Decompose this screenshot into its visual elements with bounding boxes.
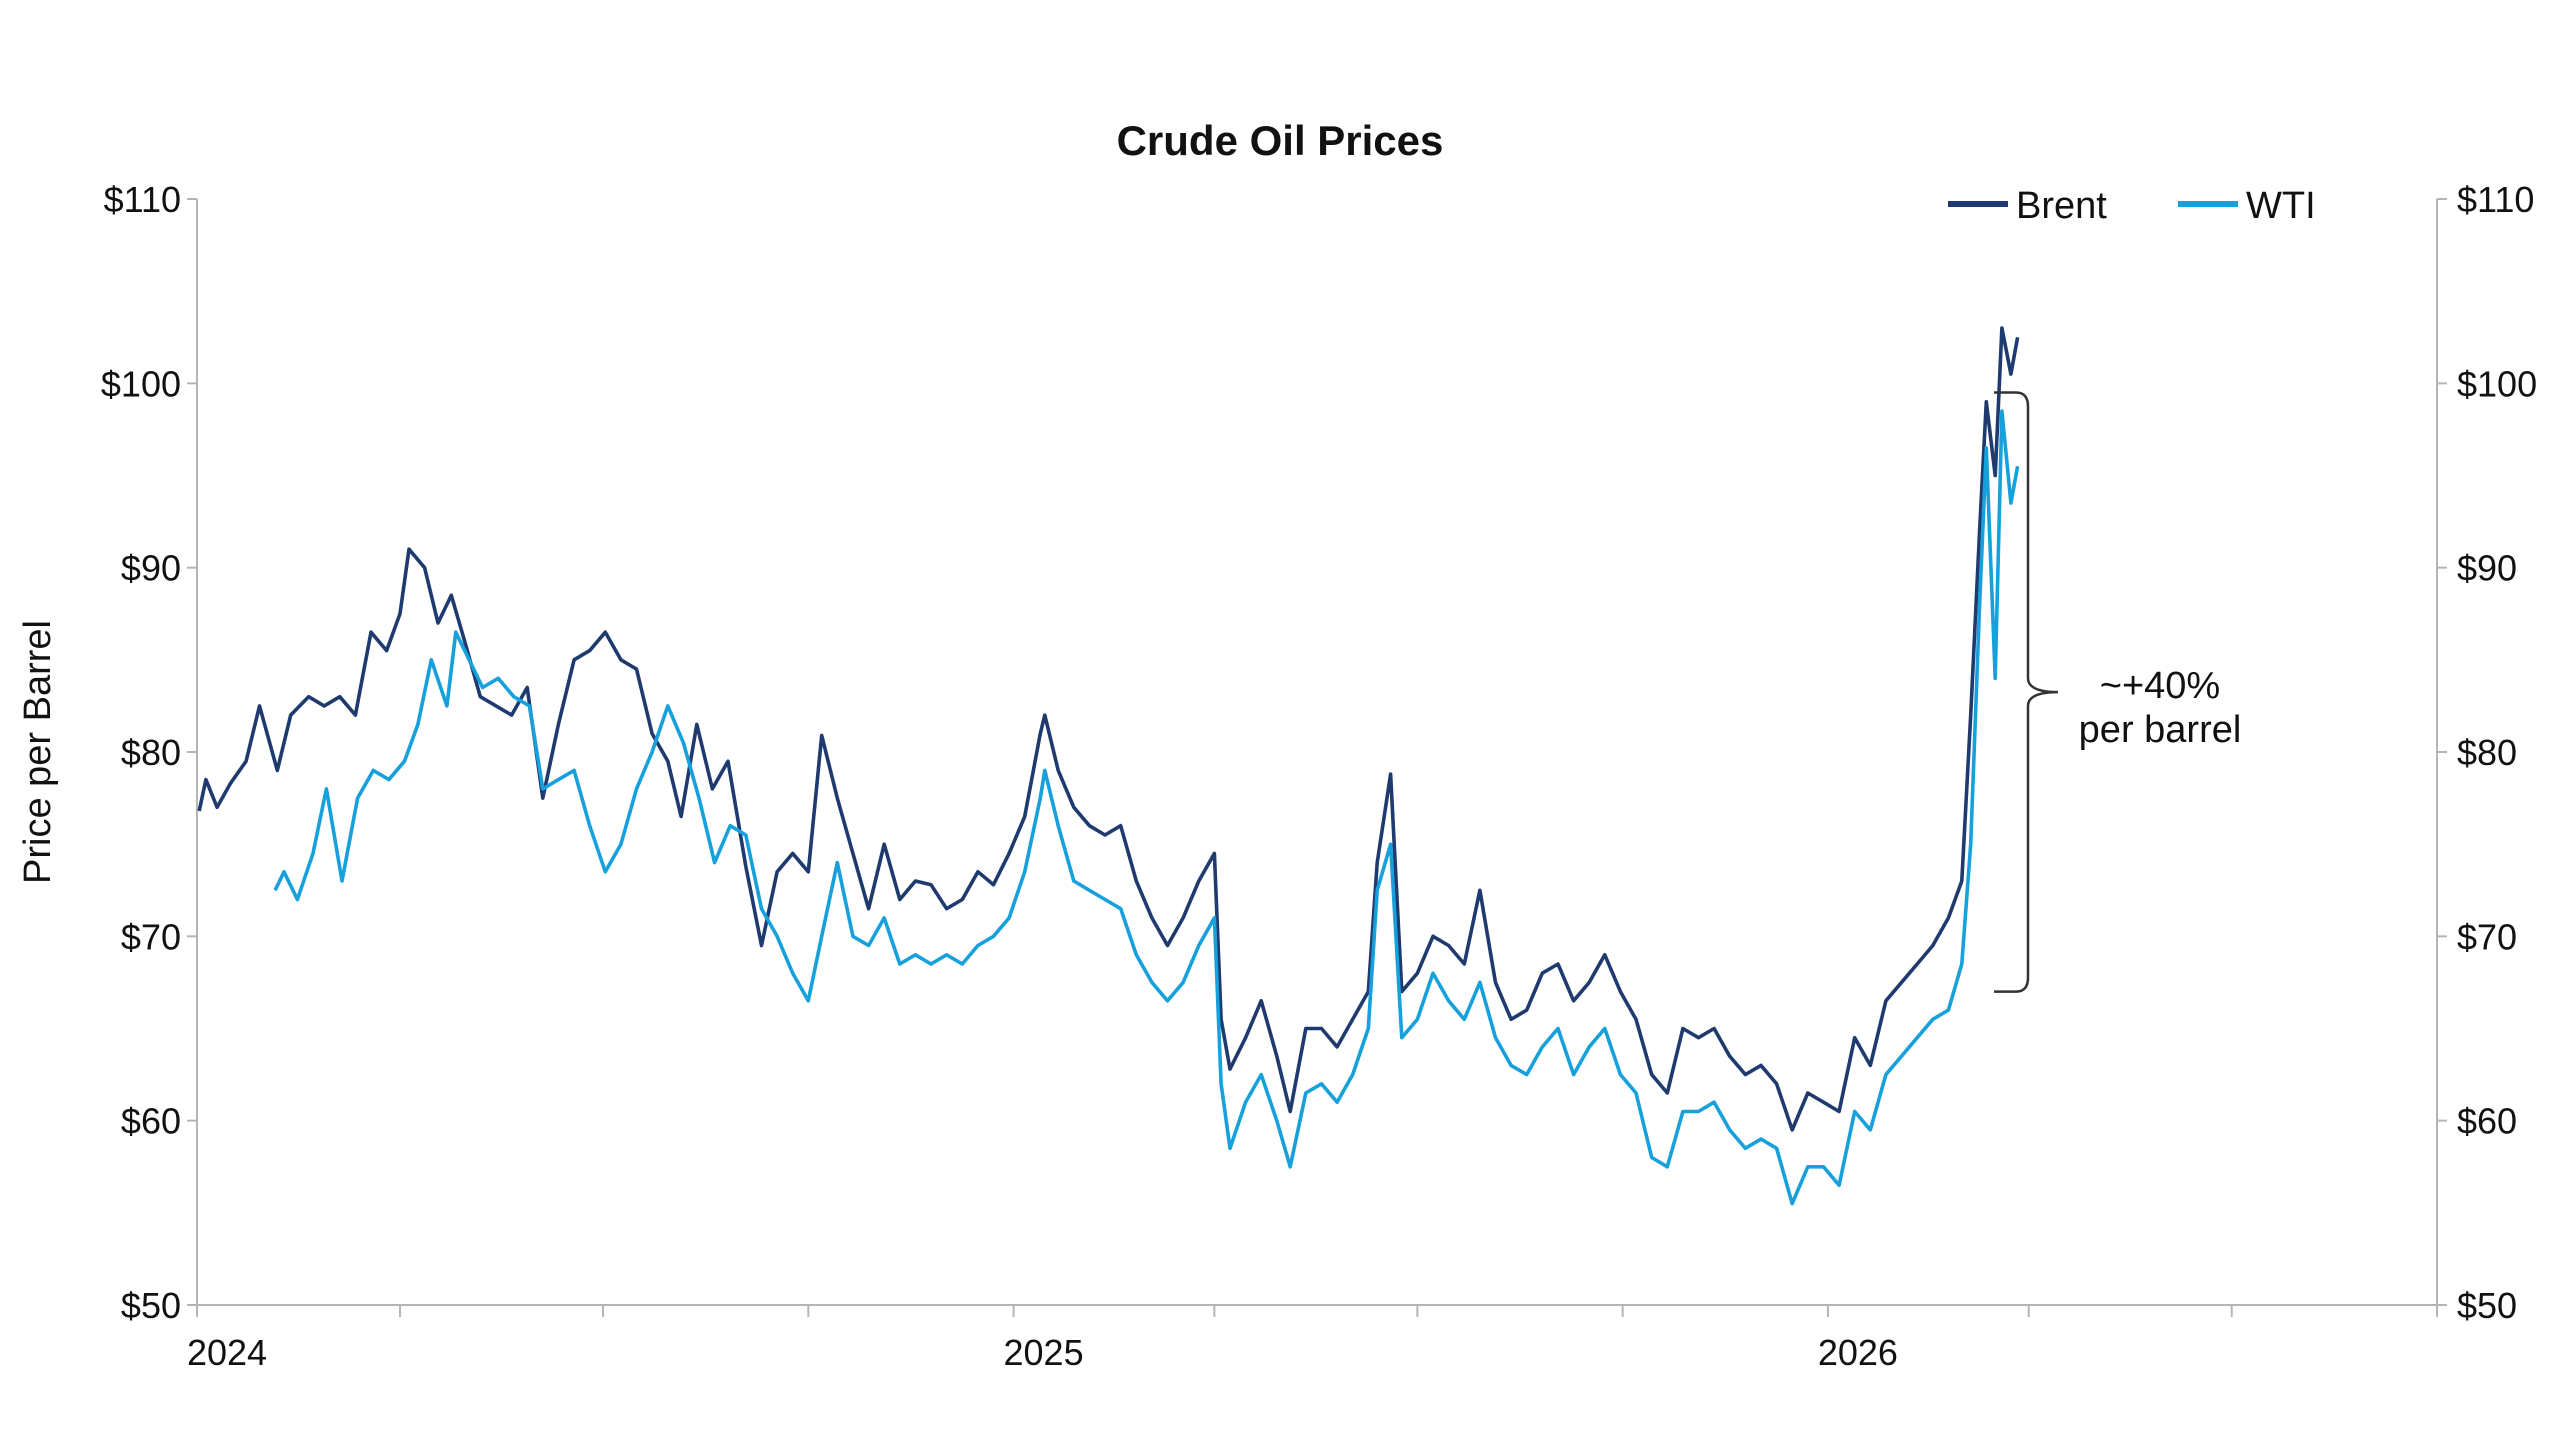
x-tick-label: 2024 xyxy=(187,1332,267,1373)
y-tick-label-left: $60 xyxy=(121,1101,181,1142)
y-tick-label-right: $80 xyxy=(2457,732,2517,773)
y-tick-label-left: $100 xyxy=(101,363,181,404)
y-axis-title: Price per Barrel xyxy=(17,620,59,884)
y-tick-label-left: $50 xyxy=(121,1285,181,1326)
legend-brent-label: Brent xyxy=(2016,185,2107,227)
chart-title: Crude Oil Prices xyxy=(1117,117,1444,164)
x-tick-label: 2025 xyxy=(1004,1332,1084,1373)
y-tick-label-right: $60 xyxy=(2457,1101,2517,1142)
series-line-brent xyxy=(197,326,2020,1132)
y-tick-label-left: $110 xyxy=(104,179,181,220)
y-tick-label-left: $70 xyxy=(121,916,181,957)
y-tick-label-right: $90 xyxy=(2457,548,2517,589)
y-tick-label-left: $80 xyxy=(121,732,181,773)
legend-wti-label: WTI xyxy=(2246,185,2316,227)
y-tick-label-right: $70 xyxy=(2457,916,2517,957)
axes-group: $50 $50 $60 $60 $70 $70 $80 $80 $90 $90 $100 $100 $1… xyxy=(17,179,2537,1373)
y-tick-label-right: $110 xyxy=(2457,179,2534,220)
annotation-brace xyxy=(1994,391,2059,993)
annotation-text-line2: per barrel xyxy=(2079,709,2242,751)
annotation: ~+40% per barrel xyxy=(1994,391,2242,993)
y-tick-label-right: $100 xyxy=(2457,363,2537,404)
legend: Brent WTI xyxy=(1948,185,2316,227)
series-line-wti xyxy=(273,409,2020,1206)
x-tick-label: 2026 xyxy=(1818,1332,1898,1373)
series-lines-group xyxy=(197,326,2020,1206)
y-tick-label-right: $50 xyxy=(2457,1285,2517,1326)
y-tick-label-left: $90 xyxy=(121,548,181,589)
annotation-text-line1: ~+40% xyxy=(2100,665,2220,707)
